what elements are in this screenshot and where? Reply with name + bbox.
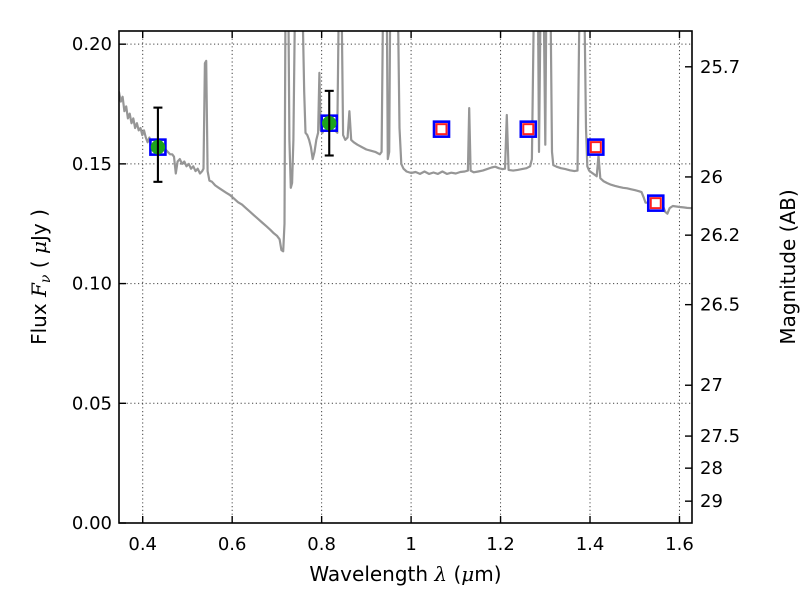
magnitude-tick-label: 26.2 bbox=[700, 225, 740, 246]
x-tick-label: 0.6 bbox=[218, 534, 247, 555]
red-square-marker bbox=[649, 197, 662, 210]
red-square-marker bbox=[522, 123, 535, 136]
x-tick-label: 1.4 bbox=[576, 534, 605, 555]
plot-frame bbox=[118, 30, 693, 524]
x-tick-label: 0.8 bbox=[307, 534, 336, 555]
y-axis-label-left: Flux Fν​ ( μJy ) bbox=[27, 209, 54, 345]
flux-tick-label: 0.05 bbox=[72, 393, 112, 414]
flux-tick-label: 0.00 bbox=[72, 513, 112, 534]
x-tick-label: 1 bbox=[405, 534, 416, 555]
magnitude-tick-label: 26 bbox=[700, 167, 723, 188]
errorbar bbox=[153, 106, 163, 183]
gridlines bbox=[119, 31, 692, 523]
axis-ticks bbox=[119, 31, 692, 524]
magnitude-tick-label: 28 bbox=[700, 458, 723, 479]
flux-tick-label: 0.20 bbox=[72, 34, 112, 55]
model-spectrum-line bbox=[119, 31, 692, 253]
photometry-markers bbox=[149, 89, 665, 212]
red-square-marker bbox=[589, 141, 602, 154]
tick-labels: 0.4 0.6 0.8 1 1.2 1.4 1.6 0.00 0.05 0.10 0.15 0.20 2… bbox=[72, 34, 740, 555]
errorbar bbox=[324, 89, 334, 157]
magnitude-tick-label: 25.7 bbox=[700, 57, 740, 78]
x-axis-label: Wavelength λ (μm) bbox=[309, 562, 501, 586]
x-tick-label: 1.6 bbox=[665, 534, 694, 555]
flux-tick-label: 0.15 bbox=[72, 154, 112, 175]
magnitude-tick-label: 26.5 bbox=[700, 295, 740, 316]
x-tick-label: 0.4 bbox=[128, 534, 157, 555]
magnitude-tick-label: 27 bbox=[700, 375, 723, 396]
flux-tick-label: 0.10 bbox=[72, 274, 112, 295]
magnitude-tick-label: 27.5 bbox=[700, 426, 740, 447]
magnitude-tick-label: 29 bbox=[700, 491, 723, 512]
x-tick-label: 1.2 bbox=[486, 534, 515, 555]
red-square-marker bbox=[435, 123, 448, 136]
y-axis-label-right: Magnitude (AB) bbox=[776, 189, 800, 344]
